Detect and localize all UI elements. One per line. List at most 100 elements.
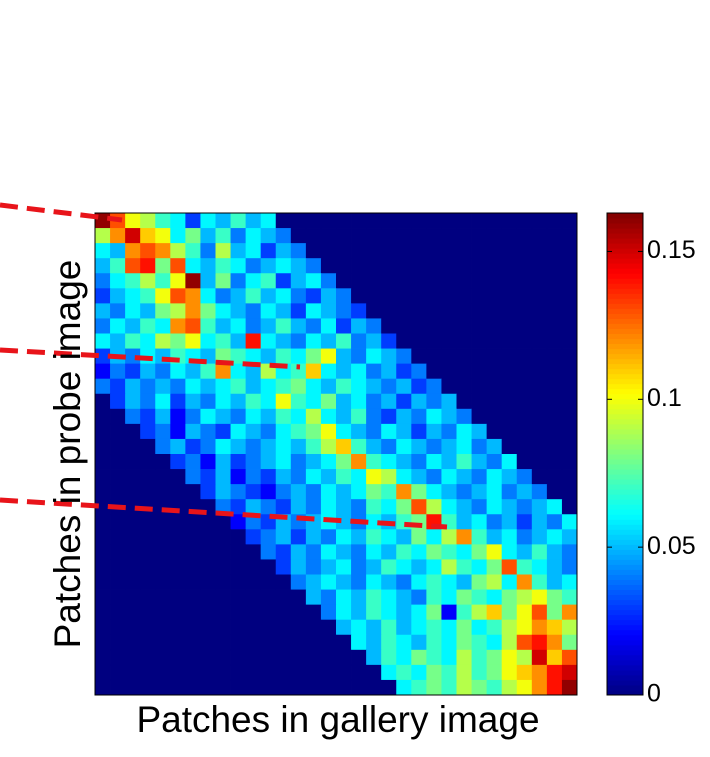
cell xyxy=(351,544,367,560)
cell xyxy=(366,634,382,651)
cell xyxy=(396,574,412,590)
cell xyxy=(561,288,578,304)
cell xyxy=(396,589,412,606)
cell xyxy=(305,303,322,319)
colorbar-swatch xyxy=(607,318,643,324)
cell xyxy=(95,469,111,485)
cell xyxy=(396,303,412,319)
cell xyxy=(381,484,397,500)
cell xyxy=(471,469,488,485)
cell xyxy=(471,559,488,575)
colorbar-swatch xyxy=(607,529,643,535)
cell xyxy=(140,303,156,319)
cell xyxy=(290,393,307,410)
cell xyxy=(245,529,262,545)
cell xyxy=(336,333,352,349)
cell xyxy=(501,649,518,666)
cell xyxy=(230,273,247,289)
cell xyxy=(290,544,307,560)
cell xyxy=(185,529,201,545)
cell xyxy=(456,484,472,500)
cell xyxy=(320,258,337,274)
cell xyxy=(426,544,442,560)
cell xyxy=(200,559,216,575)
cell xyxy=(185,634,201,651)
cell xyxy=(275,228,292,244)
cell xyxy=(546,454,563,470)
cell xyxy=(140,529,156,545)
cell xyxy=(336,288,352,304)
cell xyxy=(336,679,352,696)
colorbar-swatch xyxy=(607,484,643,490)
cell xyxy=(426,348,442,365)
cell xyxy=(486,243,503,259)
cell xyxy=(305,529,322,545)
cell xyxy=(110,544,126,560)
cell xyxy=(441,228,457,244)
cell xyxy=(140,378,156,395)
colorbar-tick-label: 0 xyxy=(647,680,661,708)
cell xyxy=(366,303,382,319)
cell xyxy=(366,544,382,560)
cell xyxy=(411,213,427,229)
cell xyxy=(516,258,533,274)
cell xyxy=(155,288,171,304)
cell xyxy=(546,619,563,636)
cell xyxy=(125,634,141,651)
cell xyxy=(155,243,171,259)
cell xyxy=(110,288,126,304)
colorbar-swatch xyxy=(607,223,643,229)
cell xyxy=(501,213,518,229)
cell xyxy=(260,469,277,485)
cell xyxy=(441,664,457,681)
cell xyxy=(531,484,548,500)
cell xyxy=(170,288,186,304)
cell xyxy=(275,484,292,500)
cell xyxy=(200,303,216,319)
cell xyxy=(290,438,307,455)
cell xyxy=(561,348,578,365)
cell xyxy=(275,333,292,349)
cell xyxy=(215,243,231,259)
colorbar-swatch xyxy=(607,308,643,314)
colorbar-swatch xyxy=(607,459,643,465)
cell xyxy=(336,559,352,575)
cell xyxy=(516,484,533,500)
cell xyxy=(426,258,442,274)
cell xyxy=(155,303,171,319)
cell xyxy=(230,288,247,304)
colorbar-swatch xyxy=(607,679,643,686)
cell xyxy=(381,408,397,425)
cell xyxy=(275,258,292,274)
cell xyxy=(561,679,578,696)
cell xyxy=(426,679,442,696)
cell xyxy=(336,378,352,395)
cell xyxy=(531,228,548,244)
cell xyxy=(260,318,277,334)
colorbar-frame xyxy=(606,212,644,696)
cell xyxy=(441,454,457,470)
cell xyxy=(441,213,457,229)
cell xyxy=(531,288,548,304)
cell xyxy=(381,589,397,606)
cell xyxy=(546,514,563,530)
cell xyxy=(456,664,472,681)
cell xyxy=(200,393,216,410)
colorbar-swatch xyxy=(607,228,643,234)
cell xyxy=(426,213,442,229)
cell xyxy=(366,484,382,500)
cell xyxy=(200,408,216,425)
cell xyxy=(336,529,352,545)
cell xyxy=(456,619,472,636)
cell xyxy=(125,228,141,244)
cell xyxy=(245,318,262,334)
cell xyxy=(95,544,111,560)
cell xyxy=(411,408,427,425)
cell xyxy=(245,393,262,410)
cell xyxy=(336,484,352,500)
colorbar-swatch xyxy=(607,514,643,520)
cell xyxy=(366,649,382,666)
cell xyxy=(170,393,186,410)
cell xyxy=(125,318,141,334)
cell xyxy=(200,318,216,334)
